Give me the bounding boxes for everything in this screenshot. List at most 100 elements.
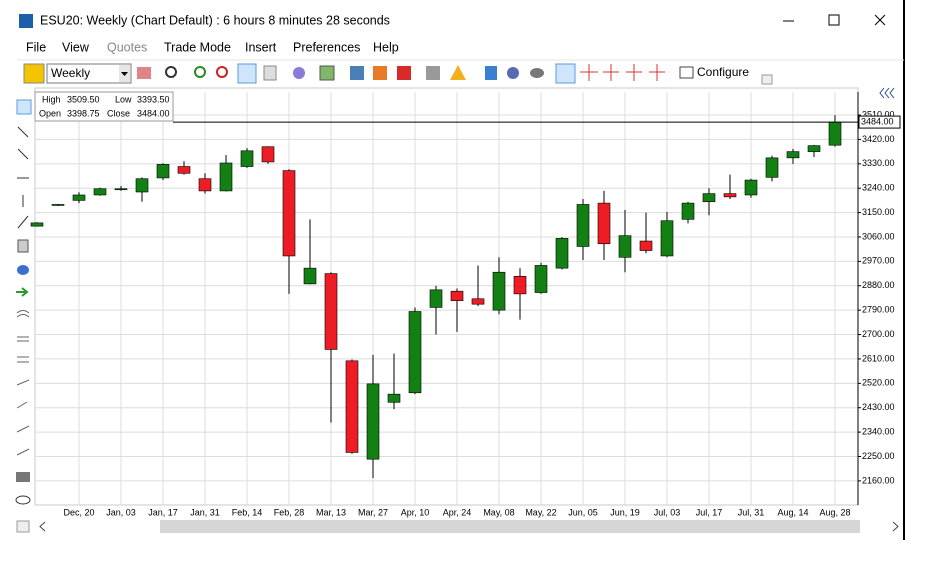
- info-box: High 3509.50 Low 3393.50 Open 3398.75 Cl…: [34, 91, 174, 122]
- candle-body: [597, 202, 611, 245]
- scroll-end-button[interactable]: [16, 520, 30, 533]
- tool-icon[interactable]: [649, 64, 665, 81]
- tool-icon[interactable]: [216, 66, 228, 78]
- candle-body: [240, 150, 254, 167]
- tool-icon[interactable]: [194, 66, 206, 78]
- scrollbar: [16, 520, 899, 533]
- candle-body: [492, 271, 506, 311]
- x-tick-label: Jan, 03: [106, 507, 136, 517]
- tool-icon[interactable]: [679, 66, 694, 79]
- tool-icon[interactable]: [17, 126, 29, 229]
- candle-body: [156, 164, 170, 179]
- tool-icon[interactable]: [237, 63, 257, 84]
- candle-body: [114, 188, 128, 191]
- y-tick-label: 2970.00: [862, 256, 895, 266]
- scroll-right[interactable]: [892, 521, 899, 532]
- close-button[interactable]: [874, 14, 886, 26]
- scroll-left[interactable]: [39, 521, 46, 532]
- y-tick-label: 3330.00: [862, 158, 895, 168]
- candle-body: [30, 222, 44, 227]
- toolbar-overflow[interactable]: [761, 74, 773, 85]
- candle-body: [744, 179, 758, 196]
- candle-body: [345, 360, 359, 453]
- candle-body: [72, 194, 86, 201]
- tool-icon[interactable]: [15, 495, 31, 505]
- tool-icon[interactable]: [137, 67, 151, 79]
- candle-body: [429, 289, 443, 308]
- collapse-button[interactable]: [879, 87, 895, 99]
- candle-body: [219, 162, 233, 192]
- candle-body: [408, 311, 422, 394]
- drawing-tools: [15, 99, 32, 505]
- menu-item[interactable]: Help: [373, 40, 399, 54]
- x-tick-label: Mar, 27: [358, 507, 388, 517]
- menu-item[interactable]: Preferences: [293, 40, 360, 54]
- dropdown-arrow: [121, 72, 128, 76]
- chart: Dec, 20 Jan, 03 Jan, 17 Jan, 31 Feb, 14 Feb, …: [30, 92, 901, 517]
- y-tick-label: 3510.00: [862, 109, 895, 119]
- tool-icon[interactable]: [319, 65, 335, 81]
- candle-body: [702, 193, 716, 203]
- y-tick-label: 2430.00: [862, 402, 895, 412]
- candle-body: [282, 170, 296, 257]
- scroll-thumb[interactable]: [160, 520, 860, 533]
- y-tick-label: 2880.00: [862, 280, 895, 290]
- tool-icon[interactable]: [165, 66, 177, 78]
- tool-icon[interactable]: [16, 472, 30, 482]
- x-tick-label: Jun, 05: [568, 507, 598, 517]
- y-tick-label: 2250.00: [862, 451, 895, 461]
- info-label: High: [42, 94, 61, 104]
- tool-icon[interactable]: [16, 310, 30, 456]
- candle-body: [723, 193, 737, 198]
- y-tick-label: 2790.00: [862, 305, 895, 315]
- y-tick-label: 2700.00: [862, 329, 895, 339]
- candle-body: [681, 202, 695, 220]
- menu-bar: File View Quotes Trade Mode Insert Preference…: [26, 40, 399, 54]
- tool-icon[interactable]: [530, 68, 544, 78]
- toolbar: Weekly Configure: [23, 63, 773, 85]
- candle-body: [534, 265, 548, 293]
- menu-item[interactable]: Insert: [245, 40, 277, 54]
- info-box-bg: [34, 91, 174, 122]
- tool-icon[interactable]: [397, 66, 411, 80]
- menu-item[interactable]: File: [26, 40, 46, 54]
- menu-item[interactable]: View: [62, 40, 90, 54]
- x-tick-label: May, 22: [525, 507, 556, 517]
- candle-body: [93, 188, 107, 196]
- tool-icon[interactable]: [626, 64, 642, 81]
- tool-icon[interactable]: [293, 67, 305, 79]
- tool-icon[interactable]: [580, 64, 598, 81]
- y-tick-label: 2520.00: [862, 378, 895, 388]
- y-tick-label: 3060.00: [862, 231, 895, 241]
- x-tick-label: Apr, 24: [443, 507, 472, 517]
- menu-item[interactable]: Trade Mode: [164, 40, 231, 54]
- interval-select[interactable]: [46, 63, 132, 84]
- candle-body: [639, 240, 653, 251]
- tool-icon[interactable]: [350, 66, 364, 80]
- tool-icon[interactable]: [17, 239, 29, 253]
- tool-icon[interactable]: [485, 66, 497, 80]
- interval-text: Weekly: [51, 66, 90, 80]
- tool-icon[interactable]: [603, 64, 619, 81]
- candle-body: [765, 157, 779, 178]
- x-tick-label: Dec, 20: [63, 507, 94, 517]
- plot-area: [34, 87, 859, 506]
- tool-icon[interactable]: [450, 65, 466, 80]
- tool-icon[interactable]: [23, 63, 45, 84]
- tool-icon[interactable]: [263, 65, 277, 81]
- maximize-button[interactable]: [828, 14, 840, 26]
- tool-icon[interactable]: [17, 265, 29, 275]
- tool-icon[interactable]: [373, 66, 387, 80]
- info-label: Close: [107, 108, 130, 118]
- candle-body: [786, 151, 800, 159]
- configure-button[interactable]: Configure: [697, 65, 749, 79]
- candle-body: [618, 235, 632, 258]
- tool-icon[interactable]: [507, 67, 519, 79]
- y-tick-label: 2610.00: [862, 353, 895, 363]
- tool-icon[interactable]: [16, 99, 32, 115]
- candle-body: [807, 145, 821, 152]
- pointer-tool[interactable]: [555, 63, 576, 84]
- menu-item[interactable]: Quotes: [107, 40, 147, 54]
- tool-icon[interactable]: [426, 66, 440, 80]
- tool-icon[interactable]: [16, 287, 29, 297]
